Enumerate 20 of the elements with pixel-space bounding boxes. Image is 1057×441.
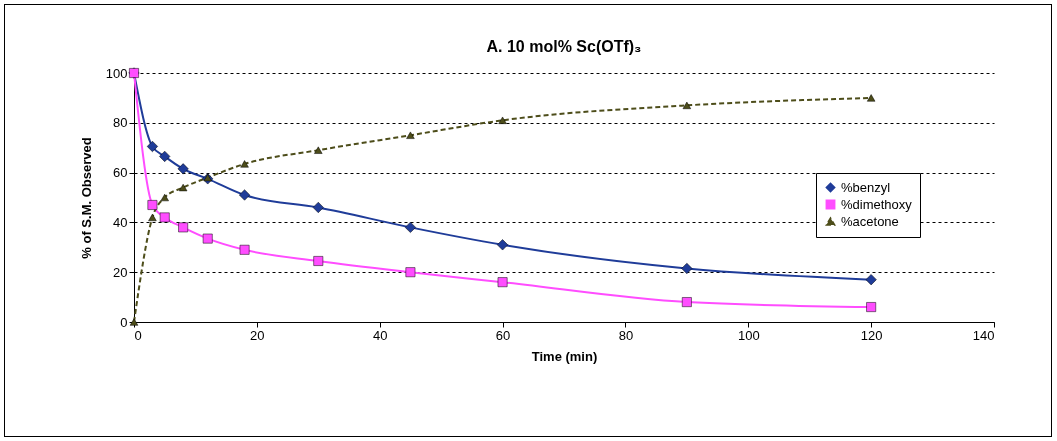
x-tick-label: 100 [737, 327, 760, 343]
y-tick-label: 80 [113, 115, 128, 131]
y-tick-label: 20 [113, 264, 128, 280]
legend-label: %acetone [841, 213, 899, 229]
chart-title: A. 10 mol% Sc(OTf)₃ [486, 37, 642, 55]
y-tick-label: 0 [120, 314, 128, 330]
y-tick-label: 60 [113, 165, 128, 181]
x-tick-label: 80 [618, 327, 634, 343]
x-tick-label: 120 [860, 327, 883, 343]
x-tick-label: 0 [134, 327, 142, 343]
x-axis-title: Time (min) [531, 348, 598, 364]
y-axis-title: % of S.M. Observed [78, 137, 94, 259]
x-tick-label: 40 [372, 327, 388, 343]
x-tick-label: 20 [250, 327, 265, 343]
y-tick-label: 100 [105, 65, 128, 81]
x-tick-label: 60 [495, 327, 511, 343]
legend-label: %dimethoxy [841, 196, 913, 212]
x-tick-label: 140 [972, 327, 995, 343]
y-tick-label: 40 [113, 214, 128, 230]
legend-label: %benzyl [841, 179, 891, 195]
